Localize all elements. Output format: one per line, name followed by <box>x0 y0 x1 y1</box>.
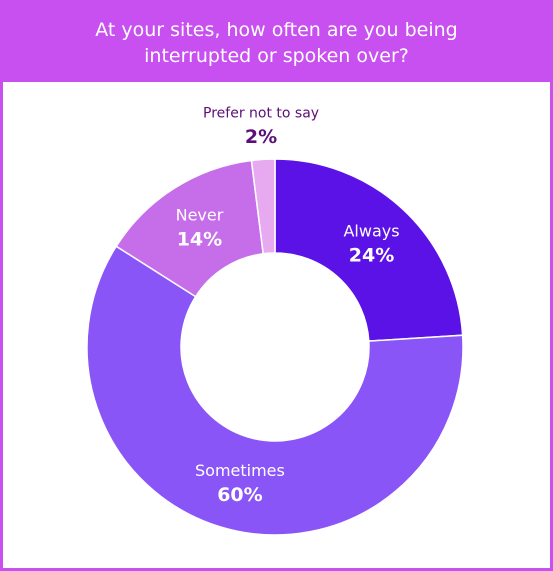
value-label: 14% <box>177 228 222 250</box>
chart-title: At your sites, how often are you being i… <box>3 3 550 82</box>
value-label: 2% <box>245 126 277 148</box>
donut-slice <box>250 158 276 255</box>
slice-label: Never <box>176 205 224 224</box>
chart: Always 24% Sometimes 60% Never 14% Prefer not … <box>86 105 464 536</box>
slice-label: Always <box>343 222 399 241</box>
slice-label: Sometimes <box>195 461 285 480</box>
value-label: 60% <box>217 484 262 506</box>
donut-slice <box>274 158 464 342</box>
slice-label: Prefer not to say <box>203 105 319 121</box>
value-label: 24% <box>349 245 394 267</box>
donut-slice <box>86 245 464 536</box>
